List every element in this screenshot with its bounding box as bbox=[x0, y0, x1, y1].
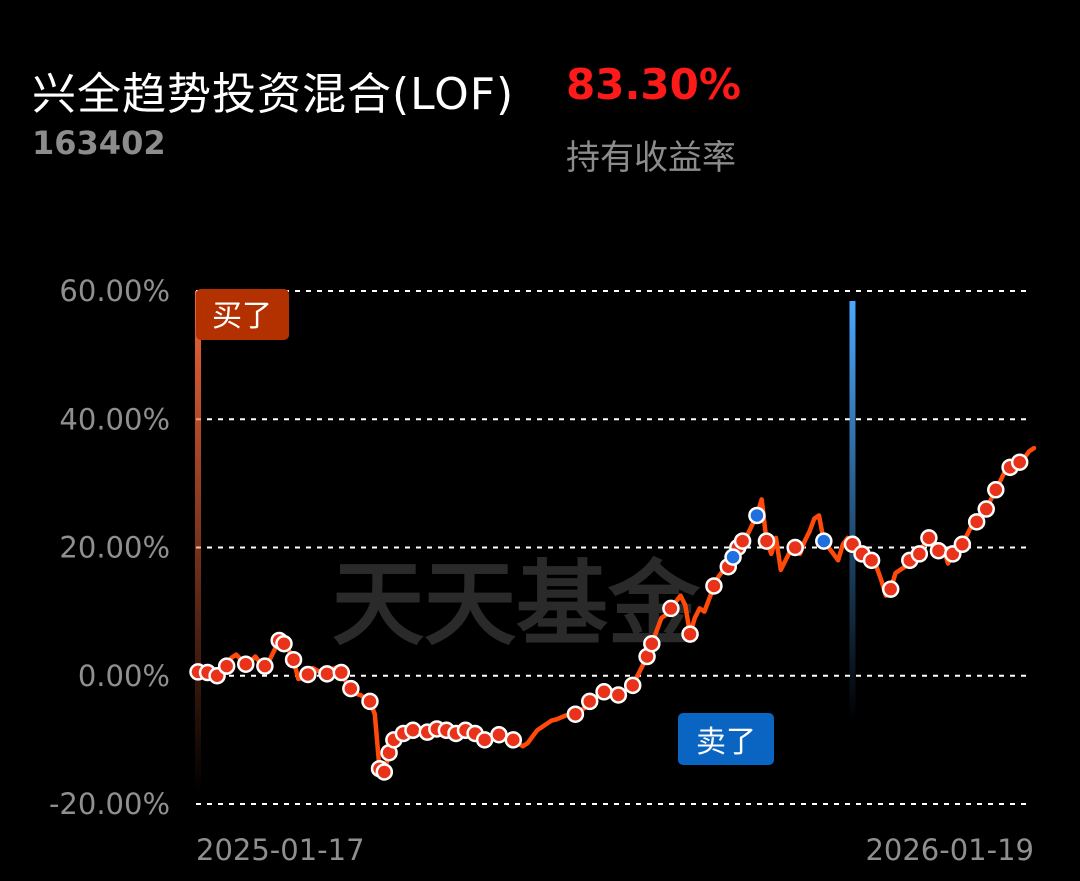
buy-point[interactable] bbox=[217, 657, 236, 675]
buy-point[interactable] bbox=[490, 725, 508, 744]
buy-point[interactable] bbox=[237, 655, 255, 673]
sell-point[interactable] bbox=[724, 548, 742, 566]
sell-point[interactable] bbox=[815, 532, 833, 550]
sell-badge: 卖了 bbox=[678, 713, 774, 765]
buy-point[interactable] bbox=[881, 580, 900, 598]
buy-badge: 买了 bbox=[196, 289, 289, 340]
buy-point[interactable] bbox=[643, 634, 661, 653]
buy-point[interactable] bbox=[566, 705, 585, 723]
buy-point[interactable] bbox=[475, 731, 494, 749]
buy-point[interactable] bbox=[987, 481, 1005, 499]
buy-point[interactable] bbox=[929, 541, 948, 560]
buy-point[interactable] bbox=[609, 686, 628, 704]
buy-point[interactable] bbox=[967, 513, 986, 531]
buy-point[interactable] bbox=[504, 731, 523, 749]
buy-point[interactable] bbox=[977, 500, 995, 518]
buy-point[interactable] bbox=[733, 532, 752, 550]
sell-marker-line bbox=[849, 301, 856, 721]
buy-point[interactable] bbox=[705, 577, 723, 595]
y-tick-label: 20.00% bbox=[59, 531, 170, 565]
holding-return-value: 83.30% bbox=[566, 60, 741, 109]
y-tick-label: -20.00% bbox=[49, 787, 170, 821]
buy-badge-label: 买了 bbox=[212, 299, 272, 334]
buy-point[interactable] bbox=[662, 599, 680, 618]
fund-name: 兴全趋势投资混合(LOF) bbox=[32, 69, 515, 120]
buy-point[interactable] bbox=[681, 625, 699, 643]
y-tick-label: 40.00% bbox=[59, 402, 170, 436]
buy-point[interactable] bbox=[623, 676, 642, 695]
buy-point[interactable] bbox=[920, 529, 938, 547]
fund-code: 163402 bbox=[32, 124, 166, 162]
buy-marker-line bbox=[195, 291, 201, 794]
watermark: 天天基金 bbox=[332, 551, 701, 658]
buy-point[interactable] bbox=[595, 683, 613, 701]
buy-point[interactable] bbox=[404, 721, 422, 740]
buy-point[interactable] bbox=[580, 692, 599, 711]
sell-badge-label: 卖了 bbox=[696, 725, 756, 760]
buy-point[interactable] bbox=[910, 545, 929, 563]
y-tick-label: 60.00% bbox=[59, 274, 170, 308]
buy-point[interactable] bbox=[862, 551, 881, 570]
x-label-start: 2025-01-17 bbox=[196, 833, 365, 867]
buy-point[interactable] bbox=[342, 679, 360, 698]
buy-point[interactable] bbox=[1010, 453, 1029, 471]
buy-point[interactable] bbox=[953, 535, 972, 554]
buy-point[interactable] bbox=[318, 665, 336, 683]
y-tick-label: 0.00% bbox=[78, 659, 170, 693]
buy-point[interactable] bbox=[332, 663, 351, 682]
x-label-end: 2026-01-19 bbox=[865, 833, 1034, 867]
buy-point[interactable] bbox=[757, 532, 776, 550]
buy-point[interactable] bbox=[375, 763, 394, 781]
buy-point[interactable] bbox=[284, 650, 303, 669]
buy-point[interactable] bbox=[786, 538, 804, 557]
sell-point[interactable] bbox=[748, 506, 766, 525]
buy-point[interactable] bbox=[299, 665, 317, 684]
holding-return-label: 持有收益率 bbox=[566, 138, 736, 178]
buy-point[interactable] bbox=[361, 692, 379, 711]
buy-point[interactable] bbox=[275, 634, 293, 653]
buy-point[interactable] bbox=[256, 657, 274, 675]
